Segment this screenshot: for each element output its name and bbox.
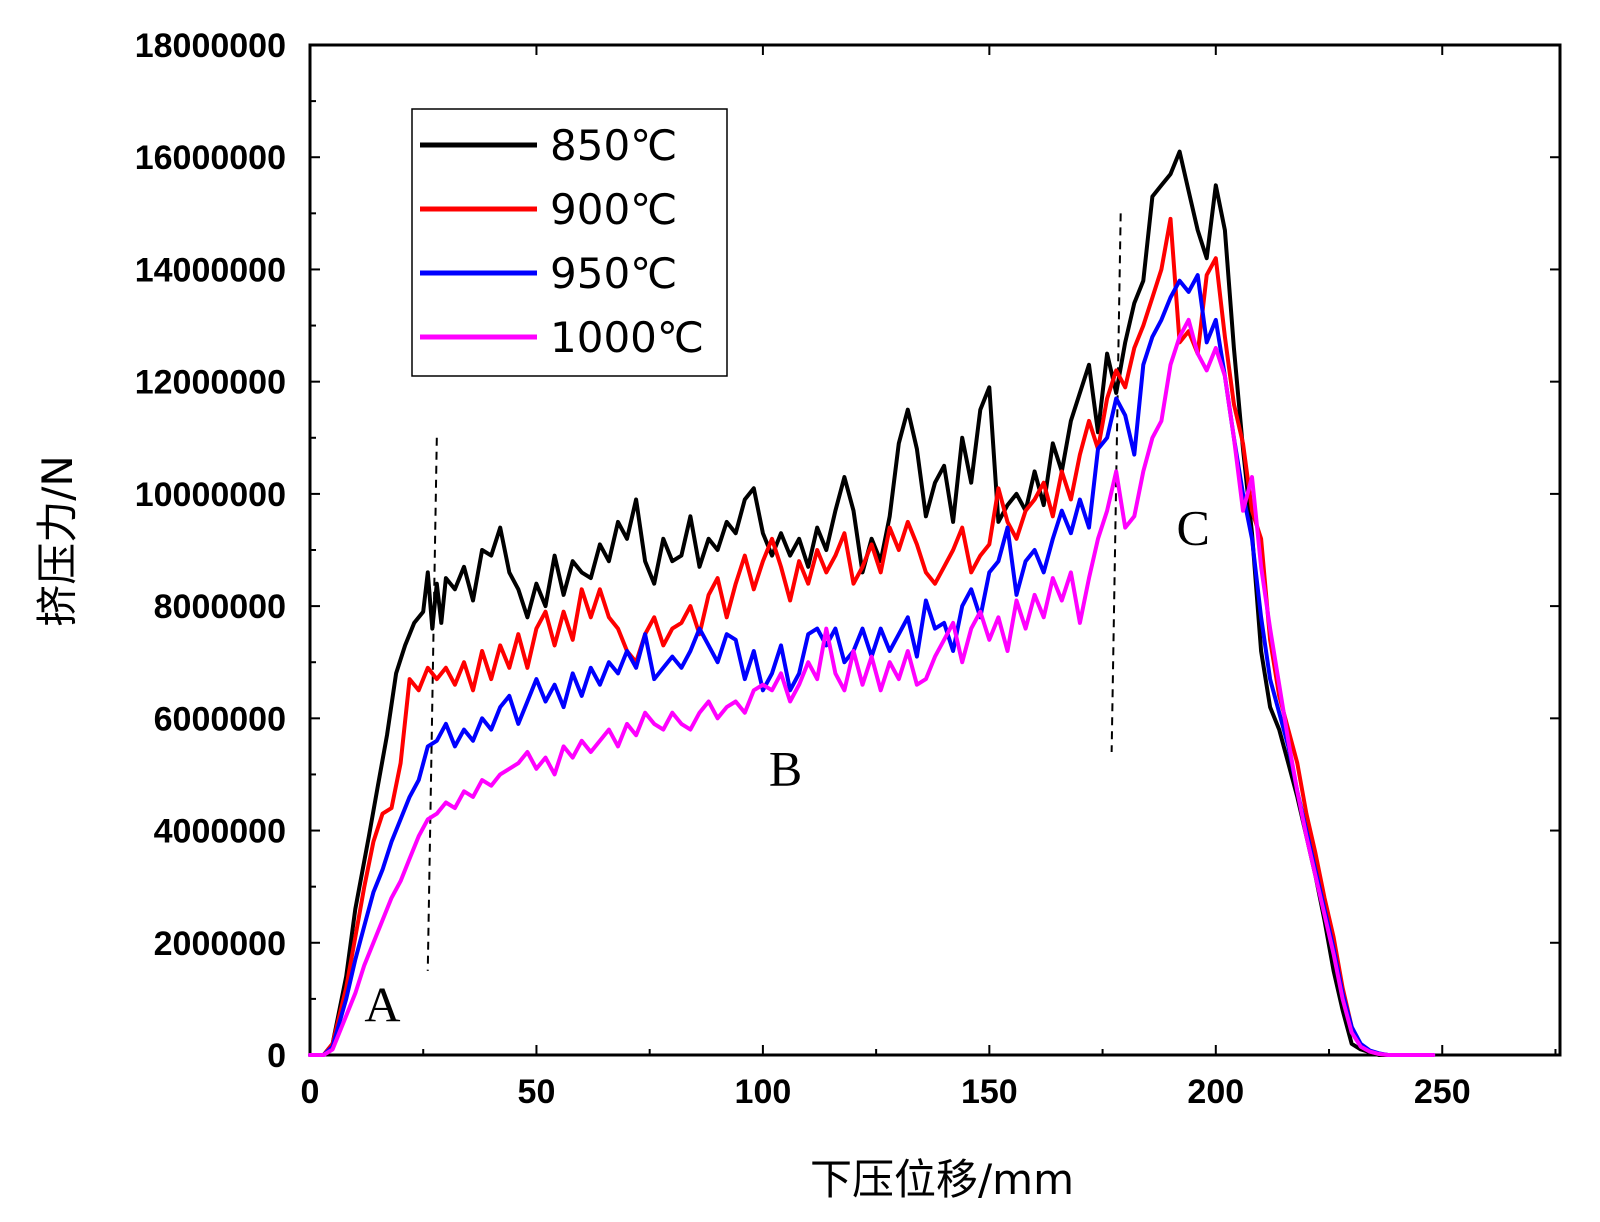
x-tick-label: 50 — [518, 1073, 556, 1111]
x-tick-label: 0 — [301, 1073, 320, 1111]
y-tick-label: 8000000 — [154, 588, 286, 626]
x-tick-label: 150 — [961, 1073, 1018, 1111]
y-tick-label: 2000000 — [154, 925, 286, 963]
region-label-B: B — [769, 741, 802, 797]
legend-box — [411, 108, 728, 377]
region-label-C: C — [1176, 499, 1209, 555]
y-tick-label: 10000000 — [135, 476, 286, 514]
y-tick-label: 16000000 — [135, 139, 286, 177]
y-axis-ticks: 0 2000000 4000000 6000000 8000000 10000000 120… — [135, 27, 1560, 1075]
legend-label: 850℃ — [550, 121, 677, 170]
legend-label: 900℃ — [550, 185, 677, 234]
y-tick-label: 6000000 — [154, 700, 286, 738]
x-tick-label: 100 — [735, 1073, 792, 1111]
region-label-A: A — [364, 976, 400, 1032]
y-tick-label: 18000000 — [135, 27, 286, 65]
region-divider — [426, 437, 438, 971]
y-tick-label: 12000000 — [135, 364, 286, 402]
y-axis-title: 挤压力/N — [33, 455, 82, 627]
y-tick-label: 0 — [267, 1037, 286, 1075]
legend: 850℃ 900℃ 950℃ 1000℃ — [411, 108, 728, 377]
y-tick-label: 4000000 — [154, 813, 286, 851]
legend-label: 1000℃ — [550, 313, 704, 362]
region-labels: A B C — [364, 499, 1209, 1032]
series-line-950℃ — [308, 273, 1436, 1057]
x-axis-title: 下压位移/mm — [810, 1155, 1074, 1204]
series-line-900℃ — [308, 216, 1436, 1057]
series-line-1000℃ — [308, 317, 1436, 1057]
x-tick-label: 200 — [1187, 1073, 1244, 1111]
legend-label: 950℃ — [550, 249, 677, 298]
y-tick-label: 14000000 — [135, 251, 286, 289]
series-group — [308, 149, 1436, 1057]
x-tick-label: 250 — [1414, 1073, 1471, 1111]
x-axis-ticks: 0 50 100 150 200 250 — [301, 45, 1557, 1111]
